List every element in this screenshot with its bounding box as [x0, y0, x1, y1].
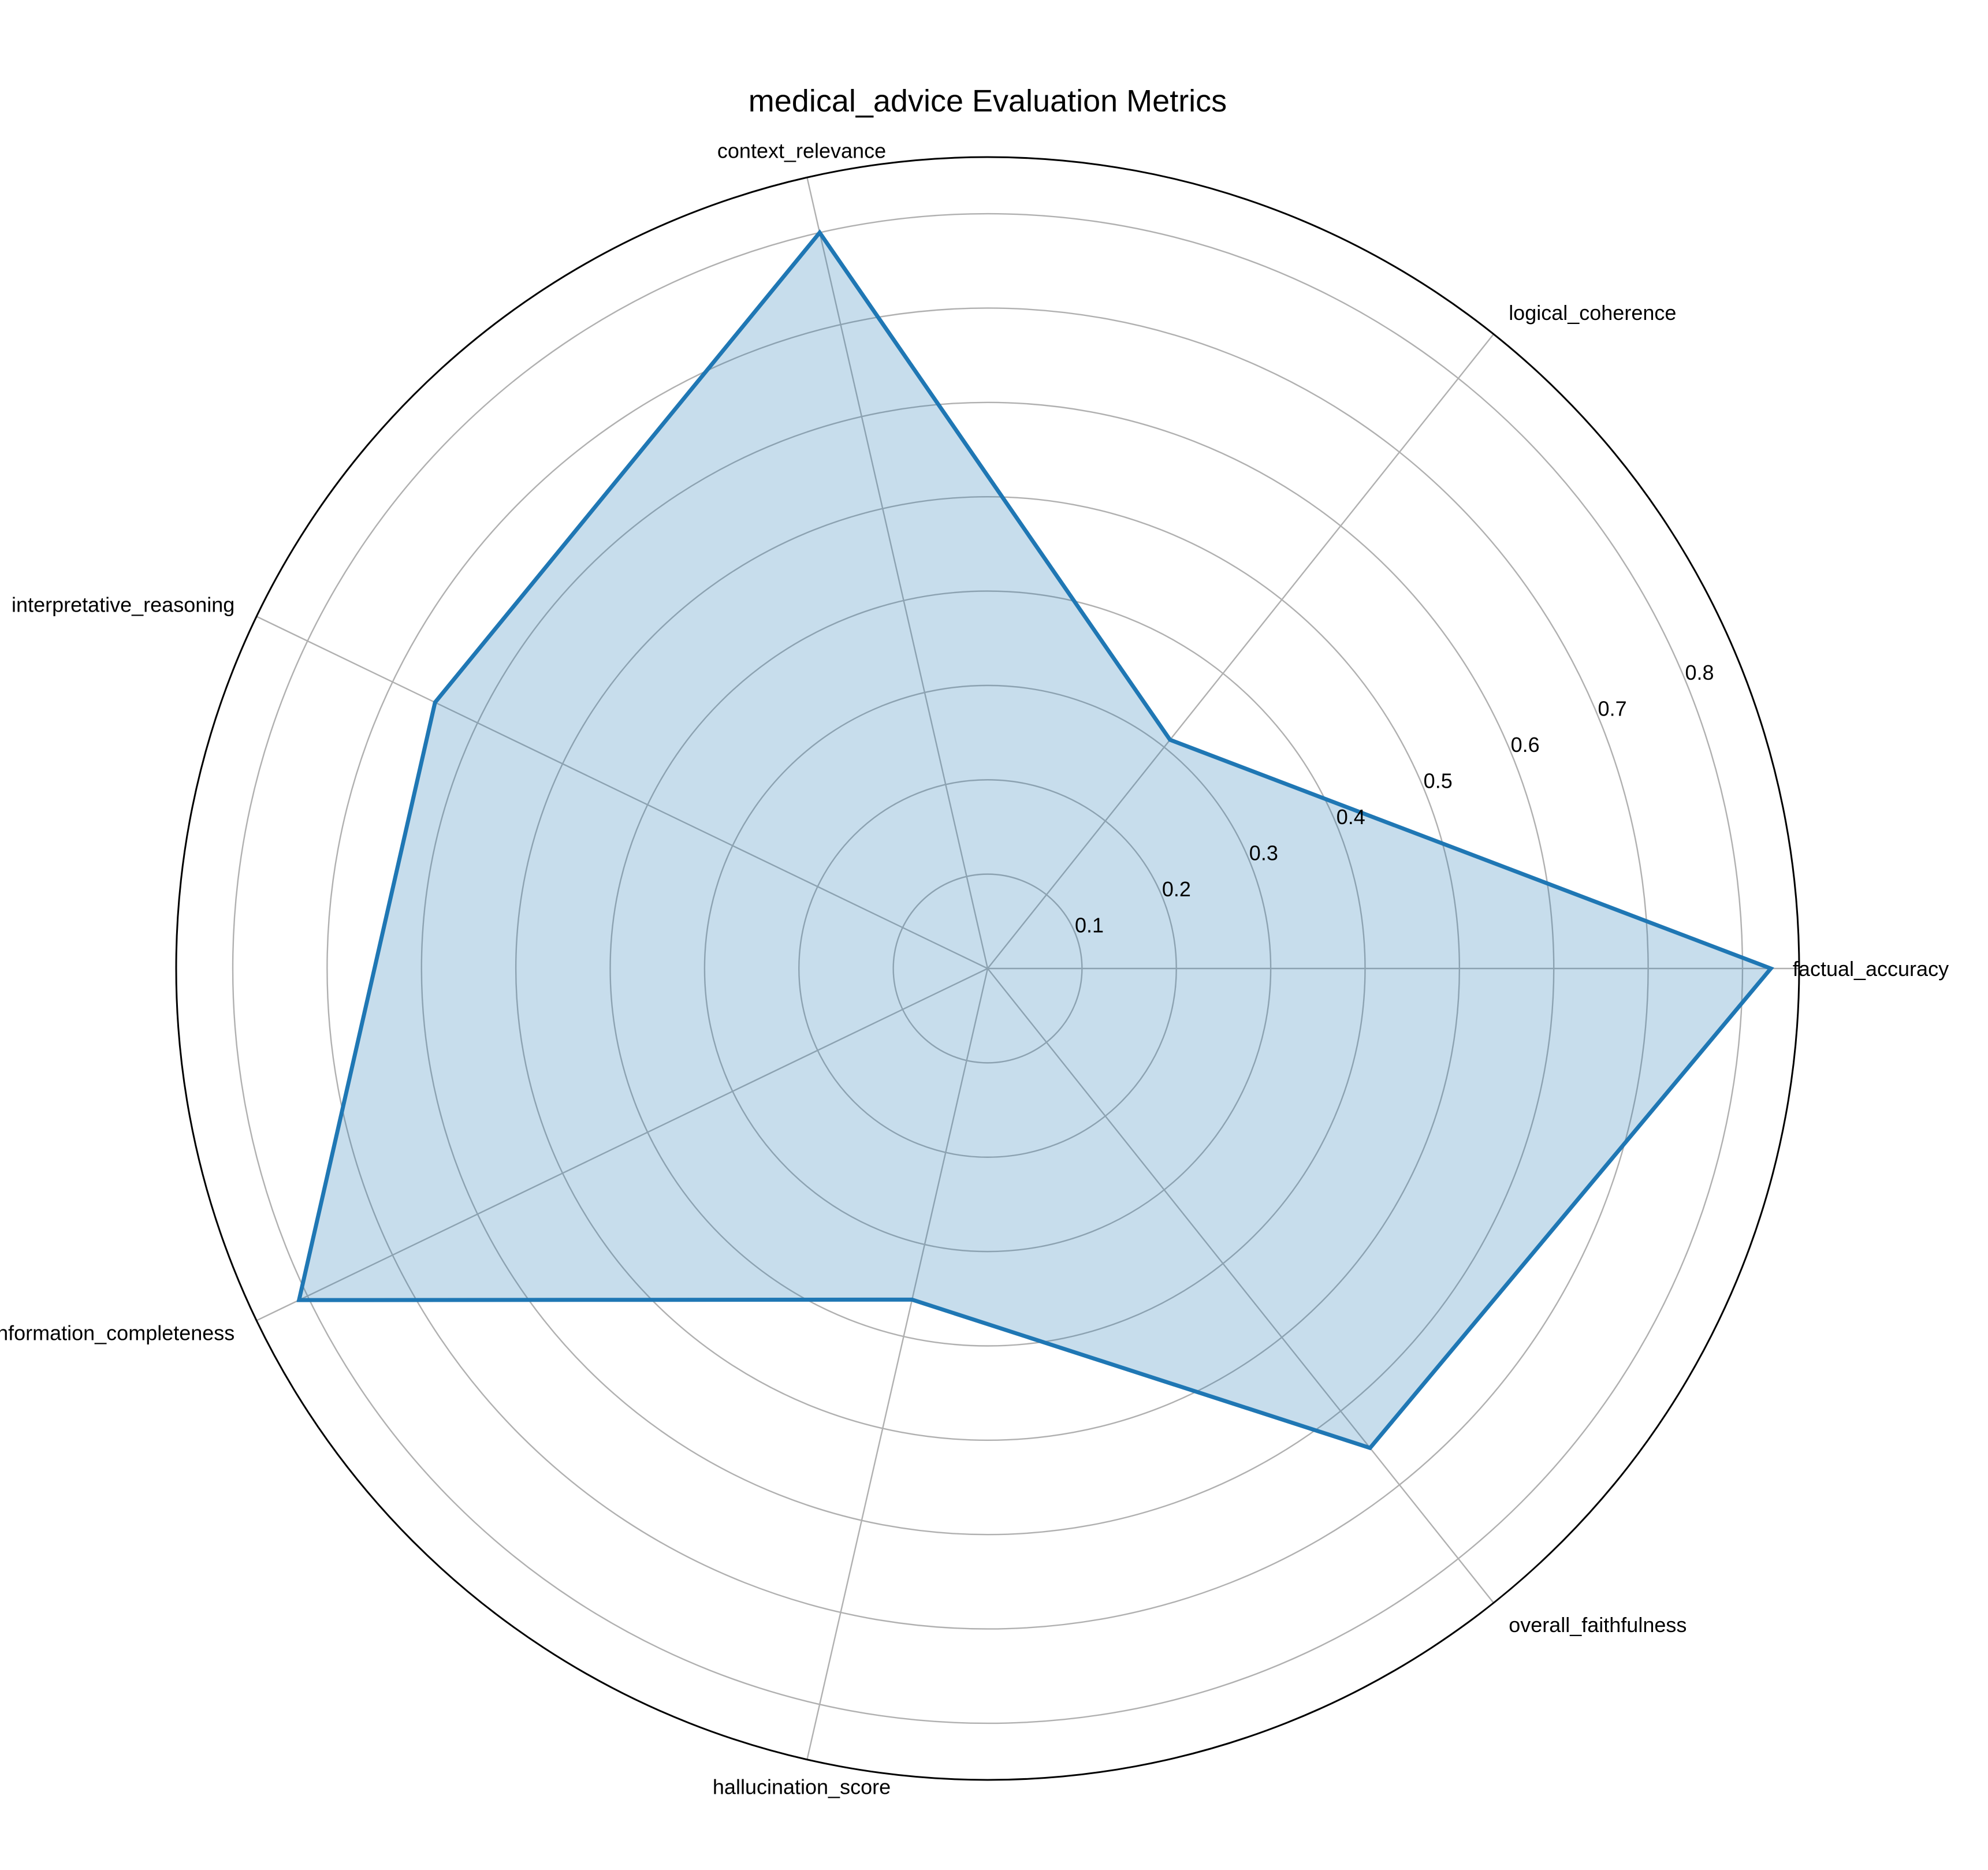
radial-tick-labels: 0.1 0.2 0.3 0.4 0.5 0.6 0.7 0.8	[1075, 661, 1714, 937]
radial-tick-label: 0.1	[1075, 913, 1104, 937]
series-line	[296, 229, 1774, 1451]
radial-tick-label: 0.5	[1424, 769, 1453, 792]
radial-tick-label: 0.2	[1162, 877, 1191, 901]
category-label: context_relevance	[717, 139, 886, 162]
angular-gridlines	[256, 177, 1799, 1760]
category-label: interpretative_reasoning	[12, 593, 234, 617]
spoke-gridline	[987, 333, 1494, 969]
spoke-gridline	[806, 177, 989, 969]
category-label: information_completeness	[0, 1321, 234, 1344]
radial-tick-label: 0.6	[1511, 733, 1540, 757]
radial-tick-label: 0.4	[1336, 805, 1365, 829]
spoke-gridline	[256, 967, 988, 1321]
category-label: factual_accuracy	[1793, 957, 1949, 981]
radial-tick-label: 0.3	[1249, 841, 1278, 865]
polar-frame	[175, 156, 1800, 1781]
category-label: hallucination_score	[713, 1775, 891, 1799]
spoke-gridline	[987, 968, 1494, 1604]
chart-title: medical_advice Evaluation Metrics	[749, 84, 1227, 118]
radial-tick-label: 0.8	[1685, 661, 1714, 684]
spoke-gridline	[256, 616, 988, 970]
spoke-gridline	[806, 968, 989, 1760]
series-fill-area	[299, 232, 1771, 1448]
polar-outer-frame	[175, 156, 1800, 1781]
category-labels: factual_accuracy logical_coherence context…	[0, 139, 1949, 1798]
category-label: logical_coherence	[1509, 301, 1676, 325]
data-series	[296, 229, 1774, 1451]
radial-tick-label: 0.7	[1598, 696, 1627, 720]
category-label: overall_faithfulness	[1509, 1613, 1687, 1637]
